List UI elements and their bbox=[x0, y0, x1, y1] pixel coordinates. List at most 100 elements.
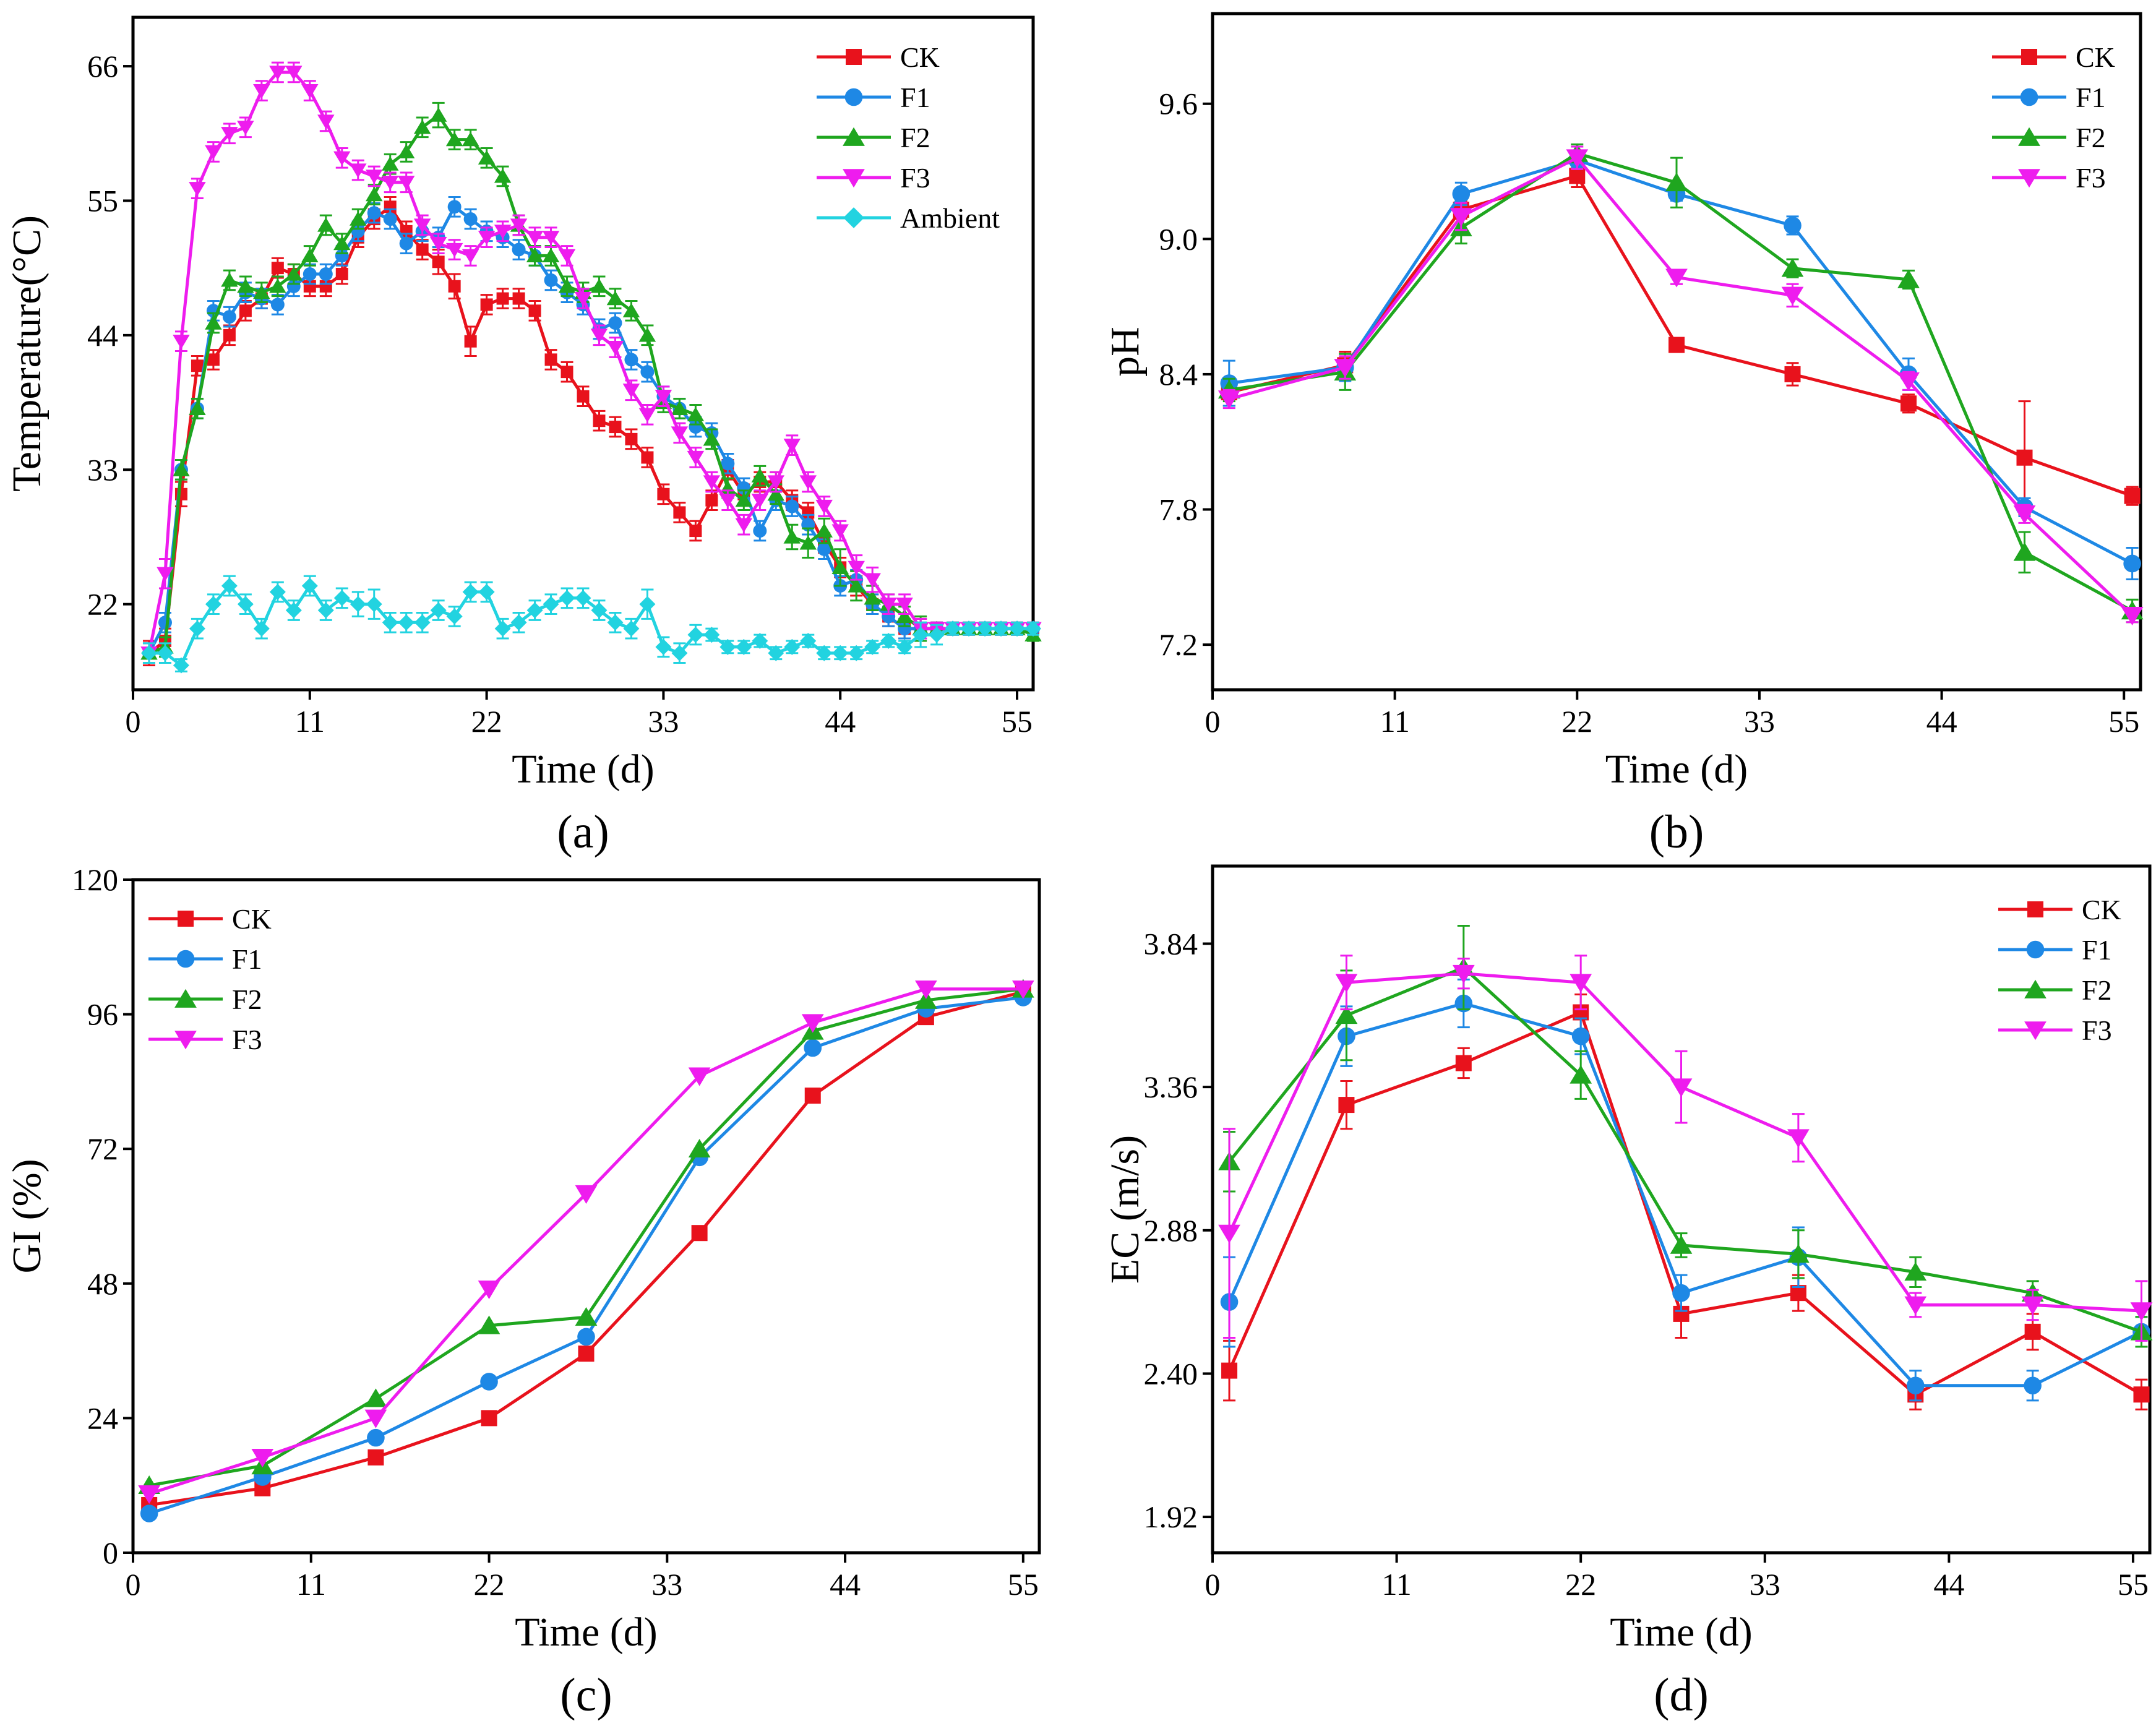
data-point bbox=[382, 614, 398, 631]
data-point bbox=[367, 206, 381, 220]
data-point bbox=[1672, 1284, 1690, 1302]
data-point bbox=[512, 243, 526, 257]
panel-label: (d) bbox=[1654, 1669, 1709, 1721]
data-point bbox=[638, 327, 656, 342]
x-tick-label: 22 bbox=[1565, 1567, 1596, 1602]
data-point bbox=[478, 1281, 500, 1300]
data-point bbox=[896, 608, 913, 624]
series-line bbox=[1227, 972, 2142, 1313]
series-line bbox=[148, 995, 1024, 1515]
legend-marker bbox=[843, 169, 865, 188]
data-point bbox=[590, 328, 608, 343]
data-point bbox=[1787, 1244, 1810, 1263]
y-tick-label: 22 bbox=[87, 587, 118, 622]
data-point bbox=[767, 486, 785, 501]
data-point bbox=[736, 638, 752, 655]
y-axis-title: EC (m/s) bbox=[1102, 1135, 1148, 1284]
x-tick-label: 11 bbox=[1382, 1567, 1412, 1602]
data-point bbox=[253, 84, 270, 99]
data-point bbox=[205, 145, 222, 160]
data-point bbox=[623, 620, 640, 637]
data-point bbox=[1455, 1055, 1472, 1071]
data-point bbox=[574, 291, 592, 307]
legend-marker bbox=[2027, 901, 2043, 917]
data-point bbox=[1335, 1005, 1358, 1024]
data-point bbox=[848, 645, 865, 661]
data-point bbox=[655, 390, 672, 405]
series-ambient bbox=[140, 575, 1041, 674]
data-point bbox=[319, 267, 333, 281]
data-point bbox=[496, 292, 509, 305]
data-point bbox=[915, 980, 937, 1000]
legend-marker bbox=[2021, 49, 2037, 65]
data-point bbox=[575, 590, 591, 606]
series-line bbox=[1228, 966, 2142, 1334]
data-point bbox=[1665, 268, 1688, 288]
data-point bbox=[767, 475, 785, 490]
data-point bbox=[673, 506, 686, 519]
data-point bbox=[577, 1328, 595, 1346]
data-point bbox=[882, 609, 896, 624]
data-point bbox=[1218, 1224, 1240, 1243]
data-point bbox=[158, 616, 172, 630]
data-point bbox=[832, 645, 849, 661]
data-point bbox=[2021, 1296, 2044, 1315]
data-point bbox=[269, 278, 286, 293]
data-point bbox=[140, 645, 157, 661]
data-point bbox=[237, 596, 254, 612]
data-point bbox=[381, 156, 399, 171]
data-point bbox=[896, 598, 913, 612]
legend-label: F1 bbox=[2076, 82, 2106, 113]
x-tick-label: 22 bbox=[1561, 704, 1592, 739]
y-axis-title: GI (%) bbox=[4, 1159, 49, 1273]
data-point bbox=[785, 499, 799, 513]
y-tick-label: 66 bbox=[87, 49, 118, 84]
legend-label: CK bbox=[2082, 894, 2121, 925]
data-point bbox=[445, 132, 463, 147]
legend-marker bbox=[843, 207, 864, 228]
data-point bbox=[945, 620, 961, 637]
data-point bbox=[446, 608, 463, 625]
y-tick-label: 120 bbox=[72, 862, 118, 897]
data-point bbox=[366, 596, 382, 612]
data-point bbox=[478, 231, 496, 246]
data-point bbox=[285, 66, 303, 80]
data-point bbox=[1571, 1027, 1590, 1045]
data-point bbox=[189, 400, 206, 416]
data-point bbox=[783, 529, 801, 544]
data-point bbox=[1897, 372, 1920, 392]
legend-marker bbox=[174, 989, 197, 1008]
data-point bbox=[464, 335, 477, 348]
data-point bbox=[1009, 620, 1026, 637]
data-point bbox=[848, 560, 865, 575]
data-point bbox=[703, 431, 721, 446]
data-point bbox=[815, 499, 833, 515]
x-tick-label: 33 bbox=[1750, 1567, 1780, 1602]
data-point bbox=[138, 1485, 161, 1504]
data-point bbox=[463, 212, 478, 226]
data-point bbox=[271, 262, 284, 275]
legend-marker bbox=[174, 1031, 197, 1050]
data-point bbox=[625, 432, 638, 445]
legend-label: F2 bbox=[2076, 122, 2106, 153]
data-point bbox=[1784, 366, 1801, 382]
data-point bbox=[140, 1504, 158, 1522]
data-point bbox=[432, 255, 445, 268]
data-point bbox=[2013, 505, 2036, 525]
data-point bbox=[721, 457, 735, 471]
data-point bbox=[251, 1449, 274, 1468]
y-tick-label: 33 bbox=[87, 452, 118, 487]
data-point bbox=[1787, 1129, 1810, 1148]
x-axis-title: Time (d) bbox=[1605, 747, 1748, 792]
panel-c-gi: 0 11 22 33 44 55 0 24 48 72 96 120 Time (d) GI (%) (c)… bbox=[4, 862, 1041, 1721]
data-point bbox=[494, 168, 512, 183]
y-axis-title: Temperature(°C) bbox=[4, 215, 49, 492]
data-point bbox=[719, 494, 737, 509]
data-point bbox=[898, 622, 912, 636]
data-point bbox=[1452, 185, 1471, 203]
data-point bbox=[157, 645, 173, 661]
data-point bbox=[1569, 168, 1586, 184]
data-point bbox=[1025, 620, 1041, 637]
data-point bbox=[416, 243, 429, 256]
data-point bbox=[2013, 542, 2036, 561]
